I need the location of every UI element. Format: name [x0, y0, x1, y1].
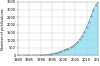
Y-axis label: Number of publications: Number of publications: [1, 8, 5, 50]
